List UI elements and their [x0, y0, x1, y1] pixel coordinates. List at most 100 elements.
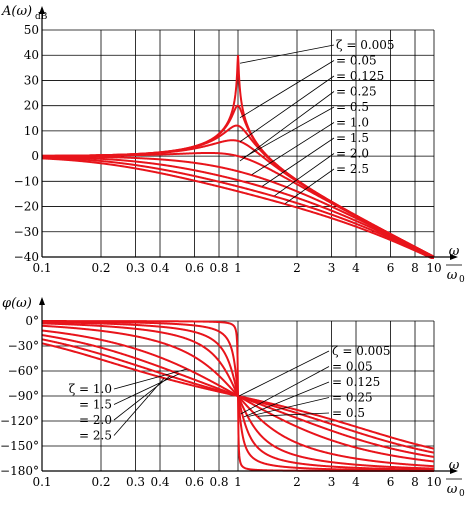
series-line — [42, 342, 434, 450]
series-label: = 1.5 — [79, 398, 112, 412]
x-tick-label: 0.3 — [126, 475, 145, 489]
series-label: = 0.5 — [332, 406, 365, 420]
annotation-leader — [238, 350, 330, 397]
series-label: = 0.05 — [336, 54, 377, 68]
magnitude-chart: 0.1 0.2 0.3 0.4 0.6 0.8 1 2 3 4 6 8 10 50 40 30 20 10 0 −10… — [1, 4, 465, 285]
x-axis-label-numerator: ω — [449, 458, 460, 473]
series-label: ζ = 0.005 — [336, 38, 395, 52]
x-tick-label: 1 — [234, 475, 242, 489]
x-tick-label: 0.3 — [126, 261, 145, 275]
x-tick-label: 2 — [293, 261, 301, 275]
phase-chart: 0.1 0.2 0.3 0.4 0.6 0.8 1 2 3 4 6 8 10 0° −30° −60° −90°… — [0, 296, 465, 499]
annotation-leader — [248, 397, 330, 417]
annotation-leader — [243, 381, 330, 418]
annotation-leader — [239, 91, 335, 162]
x-tick-label: 10 — [426, 261, 441, 275]
x-tick-label: 0.2 — [91, 475, 110, 489]
annotation-leader — [113, 368, 188, 390]
x-tick-label: 0.4 — [150, 261, 169, 275]
y-tick-label: −120° — [0, 414, 39, 428]
annotation-leader — [251, 122, 335, 175]
x-axis-label-denominator-subscript: 0 — [459, 275, 465, 285]
annotation-leader — [113, 375, 171, 421]
annotation-leader — [239, 44, 335, 64]
y-axis-label-subscript: dB — [35, 12, 48, 22]
annotation-leader — [243, 106, 335, 158]
series-line — [42, 157, 434, 259]
annotation-leader — [257, 412, 330, 417]
y-tick-label: −180° — [0, 464, 39, 478]
y-tick-label: −40 — [14, 250, 39, 264]
y-tick-label: −20 — [14, 200, 39, 214]
series-label: = 0.25 — [336, 85, 377, 99]
y-axis-arrow — [39, 297, 45, 305]
x-tick-label: 0.2 — [91, 261, 110, 275]
series-label: = 2.5 — [336, 162, 369, 176]
y-tick-label: 10 — [24, 124, 39, 138]
series-label: = 0.25 — [332, 391, 373, 405]
x-tick-label: 6 — [387, 475, 395, 489]
series-label: = 0.05 — [332, 360, 373, 374]
series-label: = 1.0 — [336, 116, 369, 130]
y-tick-label: 50 — [24, 23, 39, 37]
x-tick-label: 4 — [352, 261, 360, 275]
y-axis-label: A(ω) — [1, 4, 32, 19]
x-tick-label: 0.1 — [32, 261, 51, 275]
x-axis-label-denominator: ω — [447, 482, 458, 497]
x-tick-label: 10 — [426, 475, 441, 489]
x-tick-label: 4 — [352, 475, 360, 489]
annotation-leader — [262, 137, 335, 187]
y-tick-label: −60° — [8, 364, 39, 378]
y-tick-label: 40 — [24, 48, 39, 62]
series-label: = 2.0 — [336, 147, 369, 161]
series-label: = 0.125 — [332, 375, 380, 389]
y-axis-arrow — [39, 6, 45, 14]
x-axis-label-denominator: ω — [447, 268, 458, 283]
x-tick-label: 2 — [293, 475, 301, 489]
y-tick-label: 30 — [24, 73, 39, 87]
y-tick-label: −90° — [8, 389, 39, 403]
y-axis-label: φ(ω) — [2, 296, 32, 311]
annotation-leader — [274, 153, 335, 197]
series-line — [42, 156, 434, 259]
y-tick-label: −30° — [8, 339, 39, 353]
y-tick-label: 0° — [25, 314, 39, 328]
series-label: = 1.5 — [336, 131, 369, 145]
x-tick-label: 0.4 — [150, 475, 169, 489]
annotation-leader — [284, 168, 335, 204]
annotation-leader — [239, 60, 335, 119]
series-label: = 0.125 — [336, 69, 384, 83]
series-label: = 2.0 — [79, 413, 112, 427]
x-axis-arrow — [450, 254, 458, 260]
series-label: ζ = 0.005 — [332, 344, 391, 358]
y-tick-label: 20 — [24, 99, 39, 113]
x-tick-label: 6 — [387, 261, 395, 275]
x-tick-label: 8 — [411, 475, 419, 489]
annotation-leader — [240, 366, 330, 415]
series-label: = 2.5 — [79, 429, 112, 443]
x-tick-label: 1 — [234, 261, 242, 275]
x-axis-arrow — [450, 468, 458, 474]
series-line — [42, 155, 434, 259]
x-tick-label: 0.6 — [185, 475, 204, 489]
annotation-leader — [239, 75, 335, 143]
x-tick-label: 0.8 — [209, 475, 228, 489]
annotation-leader — [113, 377, 165, 436]
x-tick-label: 3 — [328, 261, 336, 275]
y-tick-label: −150° — [0, 439, 39, 453]
x-tick-label: 8 — [411, 261, 419, 275]
x-axis-label-numerator: ω — [449, 244, 460, 259]
series-line — [42, 151, 434, 258]
y-tick-label: 0 — [31, 149, 39, 163]
x-tick-label: 0.8 — [209, 261, 228, 275]
series-label: ζ = 1.0 — [69, 382, 112, 396]
x-tick-label: 0.6 — [185, 261, 204, 275]
series-label: = 0.5 — [336, 100, 369, 114]
annotation-leader — [113, 373, 180, 405]
x-axis-label-denominator-subscript: 0 — [459, 489, 465, 499]
y-tick-label: −30 — [14, 225, 39, 239]
x-tick-label: 3 — [328, 475, 336, 489]
y-tick-label: −10 — [14, 174, 39, 188]
series-line — [42, 155, 434, 259]
